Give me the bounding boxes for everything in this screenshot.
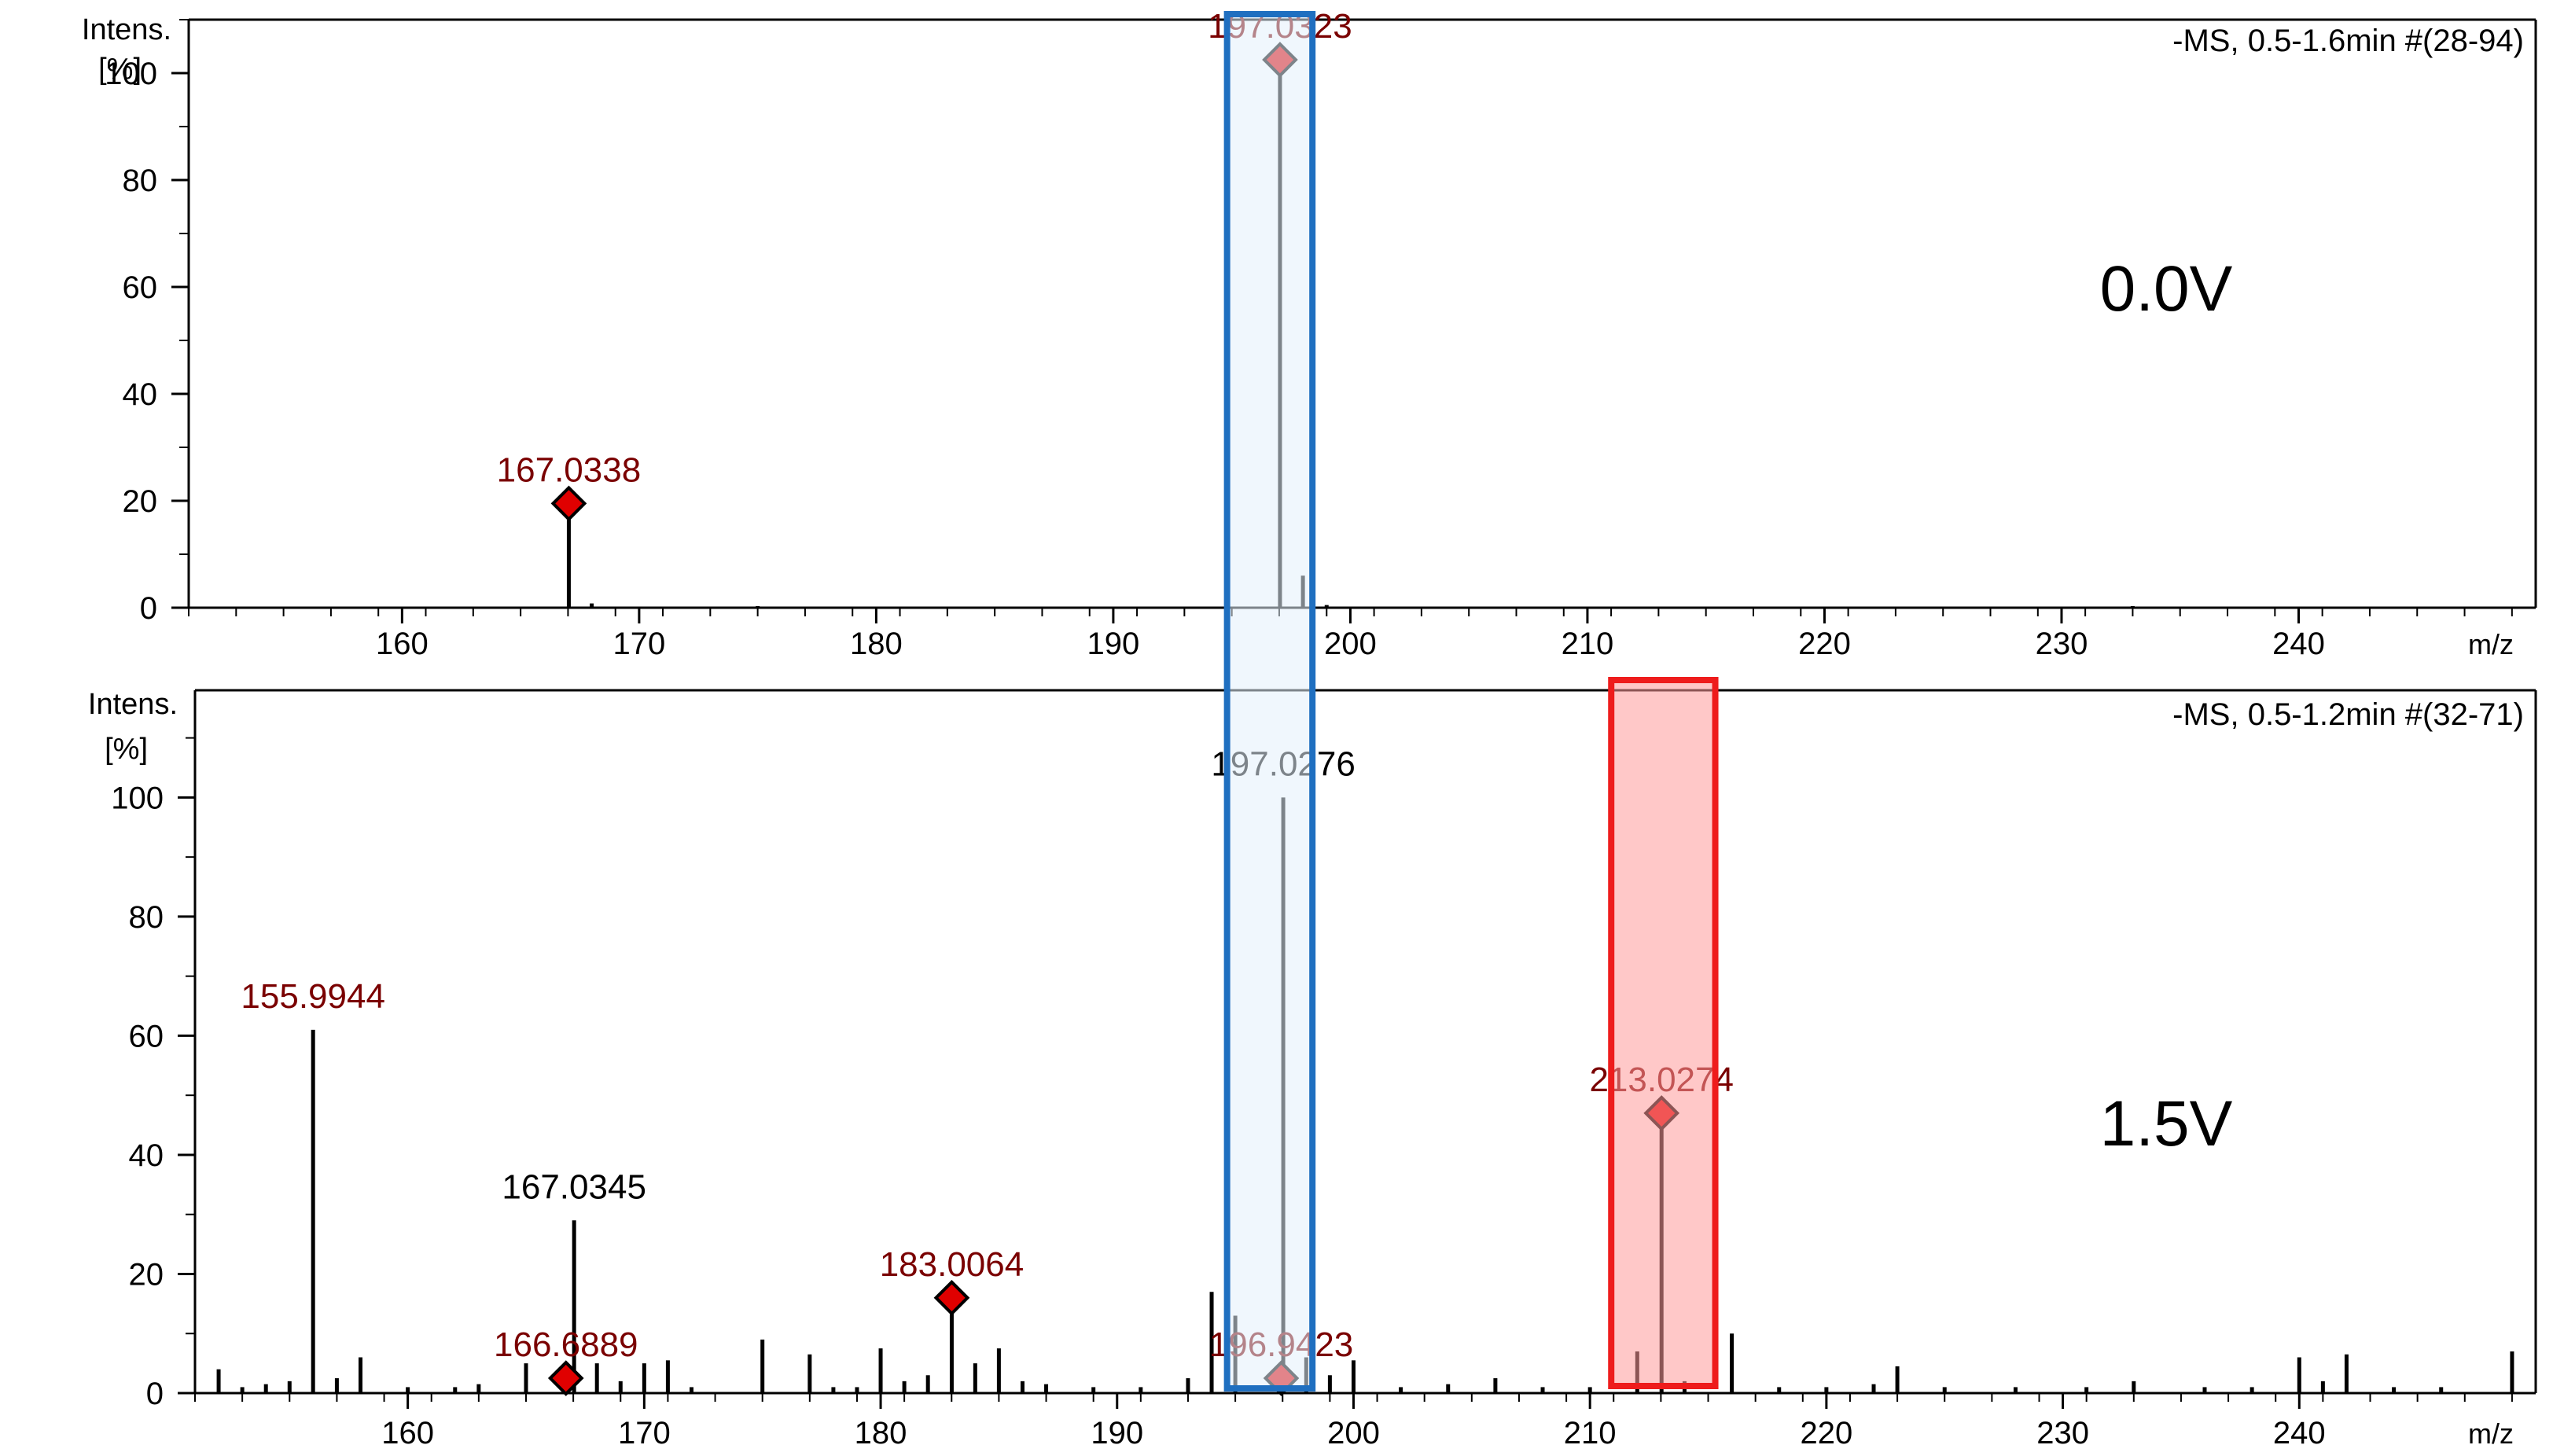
x-tick-label: 190	[1087, 627, 1140, 661]
x-tick-label: 160	[381, 1416, 434, 1450]
y-tick-label: 80	[123, 164, 158, 198]
blue-highlight-box	[1223, 11, 1316, 1392]
x-tick-label: 200	[1324, 627, 1377, 661]
voltage-label: 1.5V	[2100, 1088, 2233, 1160]
x-tick-label: 180	[850, 627, 903, 661]
y-tick-label: 80	[129, 900, 164, 935]
x-tick-label: 200	[1327, 1416, 1380, 1450]
x-tick-label: 240	[2272, 627, 2325, 661]
x-tick-label: 230	[2036, 627, 2088, 661]
x-tick-label: 240	[2273, 1416, 2326, 1450]
x-tick-label: 170	[613, 627, 666, 661]
y-tick-label: 100	[111, 781, 164, 815]
x-tick-label: 220	[1801, 1416, 1853, 1450]
spectrum-title: -MS, 0.5-1.6min #(28-94)	[2172, 24, 2524, 58]
spectrum-title: -MS, 0.5-1.2min #(32-71)	[2172, 697, 2524, 732]
x-tick-label: 220	[1798, 627, 1851, 661]
peak-marker	[547, 1360, 584, 1396]
peak-label: 167.0338	[497, 450, 642, 489]
x-tick-label: 170	[618, 1416, 671, 1450]
highlight-boxes	[1223, 11, 1719, 1392]
peak-marker	[550, 485, 587, 522]
x-axis-label: m/z	[2468, 1417, 2514, 1450]
x-tick-label: 160	[376, 627, 429, 661]
peak-label: 155.9944	[241, 977, 385, 1016]
y-axis-unit: [%]	[98, 53, 142, 86]
y-tick-label: 40	[123, 377, 158, 412]
y-axis-label: Intens.	[88, 688, 178, 721]
y-axis-label: Intens.	[82, 13, 171, 46]
x-tick-label: 190	[1091, 1416, 1143, 1450]
x-axis-label: m/z	[2468, 628, 2514, 660]
red-highlight-box	[1608, 677, 1719, 1389]
peak-label: 167.0345	[502, 1167, 646, 1206]
x-tick-label: 230	[2036, 1416, 2089, 1450]
y-tick-label: 0	[140, 591, 157, 626]
x-tick-label: 210	[1564, 1416, 1617, 1450]
y-tick-label: 100	[105, 57, 157, 91]
y-tick-label: 0	[146, 1377, 164, 1411]
y-axis-unit: [%]	[105, 733, 148, 766]
voltage-label: 0.0V	[2100, 253, 2233, 325]
x-tick-label: 210	[1562, 627, 1614, 661]
y-tick-label: 20	[123, 484, 158, 519]
y-tick-label: 60	[123, 270, 158, 305]
peak-marker	[933, 1279, 970, 1316]
peak-label: 166.6889	[494, 1325, 638, 1364]
y-tick-label: 40	[129, 1138, 164, 1173]
y-tick-label: 20	[129, 1257, 164, 1292]
x-tick-label: 180	[855, 1416, 907, 1450]
y-tick-label: 60	[129, 1019, 164, 1053]
peak-label: 183.0064	[880, 1245, 1025, 1284]
